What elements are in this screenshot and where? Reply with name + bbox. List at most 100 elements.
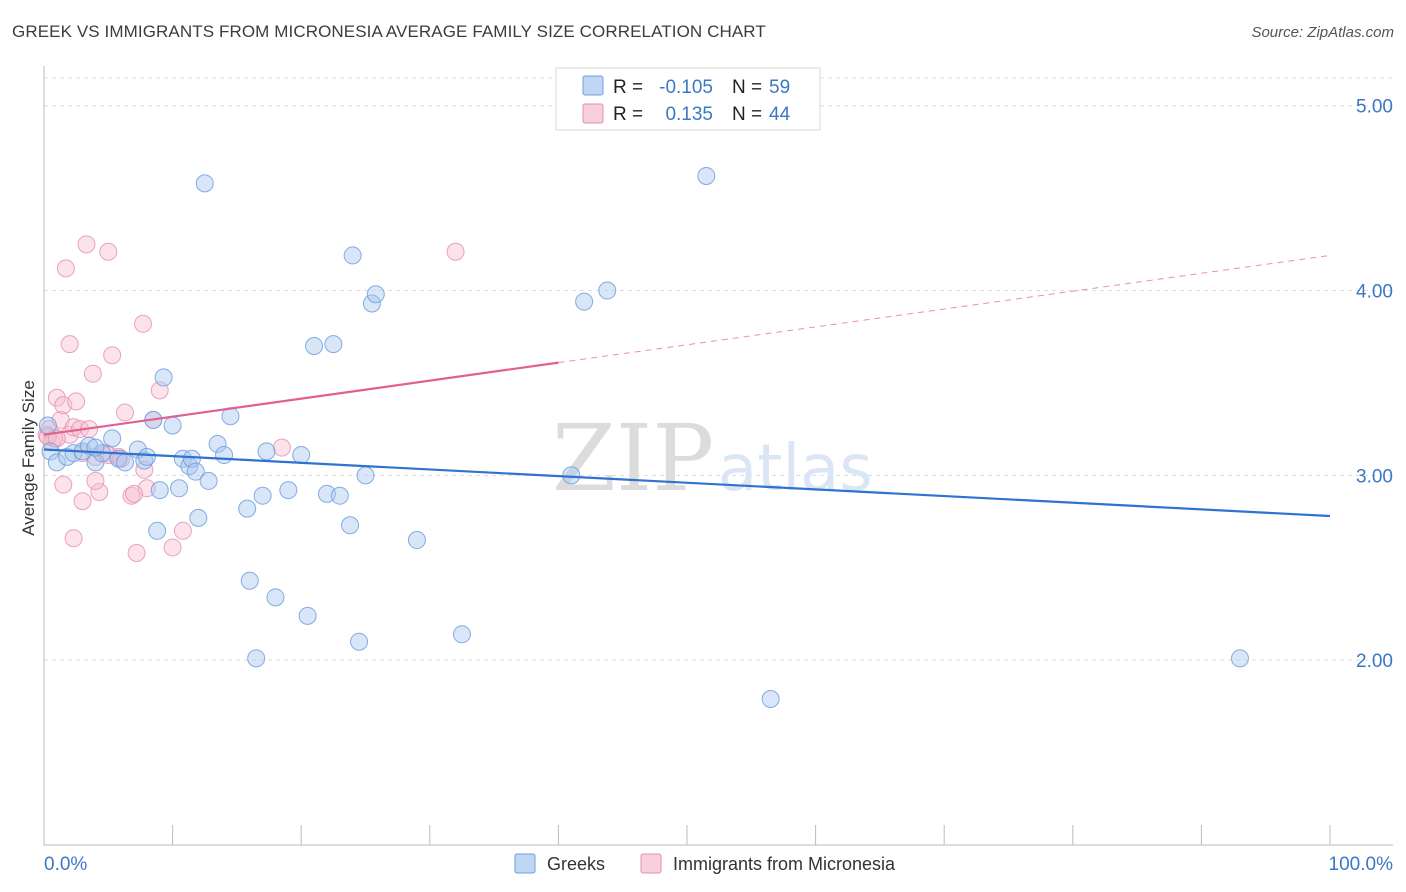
x-tick-label: 100.0% bbox=[1329, 854, 1394, 875]
legend-r-greek: -0.105 bbox=[659, 77, 713, 98]
micronesia-point bbox=[56, 259, 75, 278]
bottom-legend-greek-label: Greeks bbox=[547, 854, 605, 874]
greek-point bbox=[238, 499, 257, 518]
x-tick-labels: 0.0% 100.0% bbox=[44, 854, 1393, 875]
greek-point bbox=[116, 453, 135, 472]
greek-point bbox=[240, 571, 259, 590]
y-tick-label: 5.00 bbox=[1356, 97, 1393, 118]
greek-point bbox=[407, 531, 426, 550]
micronesia-point bbox=[272, 438, 291, 457]
greek-point bbox=[356, 466, 375, 485]
micronesia-point bbox=[125, 484, 144, 503]
greek-point bbox=[154, 368, 173, 387]
greek-trendline bbox=[43, 448, 1331, 518]
micronesia-point bbox=[60, 335, 79, 354]
micronesia-point bbox=[163, 538, 182, 557]
chart-title: GREEK VS IMMIGRANTS FROM MICRONESIA AVER… bbox=[12, 22, 766, 41]
micronesia-point bbox=[116, 403, 135, 422]
x-tick-label: 0.0% bbox=[44, 854, 87, 875]
legend-r-micro: 0.135 bbox=[665, 104, 713, 125]
greek-point bbox=[64, 444, 83, 463]
legend-n-label-greek: N = bbox=[732, 77, 762, 98]
greek-point bbox=[170, 479, 189, 498]
bottom-legend-micro-label: Immigrants from Micronesia bbox=[673, 854, 896, 874]
greek-point bbox=[330, 486, 349, 505]
y-tick-label: 3.00 bbox=[1356, 466, 1393, 487]
greek-point bbox=[173, 449, 192, 468]
micronesia-point bbox=[127, 543, 146, 562]
greek-point bbox=[47, 453, 66, 472]
greek-point bbox=[1230, 649, 1249, 668]
bottom-legend-micro-swatch bbox=[640, 853, 662, 874]
greek-point bbox=[266, 588, 285, 607]
micronesia-point bbox=[134, 314, 153, 333]
bottom-legend-greek-swatch bbox=[514, 853, 536, 874]
greek-point bbox=[253, 486, 272, 505]
greek-point bbox=[343, 246, 362, 265]
legend-n-micro: 44 bbox=[769, 104, 791, 125]
y-tick-label: 4.00 bbox=[1356, 282, 1393, 303]
legend-micro-swatch bbox=[582, 103, 604, 124]
legend-n-greek: 59 bbox=[769, 77, 790, 98]
micronesia-point bbox=[54, 475, 73, 494]
greek-point bbox=[103, 429, 122, 448]
micronesia-trendline-extension bbox=[558, 254, 1331, 364]
greek-point bbox=[199, 471, 218, 490]
micronesia-point bbox=[86, 471, 105, 490]
greek-point bbox=[189, 508, 208, 527]
axes bbox=[43, 66, 1393, 846]
greek-point bbox=[341, 516, 360, 535]
greek-point bbox=[697, 166, 716, 185]
watermark: ZIP atlas bbox=[552, 405, 873, 512]
greek-point bbox=[247, 649, 266, 668]
micronesia-point bbox=[173, 521, 192, 540]
greek-point bbox=[257, 442, 276, 461]
micronesia-point bbox=[83, 364, 102, 383]
legend-r-label-greek: R = bbox=[613, 77, 643, 98]
chart-source: Source: ZipAtlas.com bbox=[1251, 24, 1394, 41]
greek-point bbox=[598, 281, 617, 300]
micronesia-point bbox=[446, 242, 465, 261]
watermark-zip: ZIP bbox=[552, 405, 714, 512]
greek-point bbox=[362, 294, 381, 313]
greek-point bbox=[215, 446, 234, 465]
greek-point bbox=[86, 438, 105, 457]
watermark-atlas: atlas bbox=[718, 432, 873, 506]
greek-point bbox=[366, 285, 385, 304]
micronesia-points bbox=[37, 235, 465, 562]
greek-point bbox=[298, 606, 317, 625]
micronesia-trendline bbox=[43, 361, 559, 436]
greek-point bbox=[86, 453, 105, 472]
trendlines bbox=[43, 254, 1331, 518]
greek-point bbox=[350, 632, 369, 651]
legend-r-label-micro: R = bbox=[613, 104, 643, 125]
micronesia-point bbox=[90, 482, 109, 501]
greek-point bbox=[279, 481, 298, 500]
greek-point bbox=[761, 689, 780, 708]
y-tick-labels: 2.00 3.00 4.00 5.00 bbox=[1356, 97, 1393, 672]
greek-point bbox=[208, 434, 227, 453]
greek-point bbox=[195, 174, 214, 193]
micronesia-point bbox=[103, 346, 122, 365]
greek-point bbox=[137, 447, 156, 466]
series-legend: Greeks Immigrants from Micronesia bbox=[514, 853, 896, 874]
legend-greek-swatch bbox=[582, 75, 604, 96]
greek-point bbox=[186, 462, 205, 481]
greek-point bbox=[292, 446, 311, 465]
y-tick-label: 2.00 bbox=[1356, 651, 1393, 672]
greek-point bbox=[150, 481, 169, 500]
micronesia-point bbox=[47, 388, 66, 407]
micronesia-point bbox=[73, 492, 92, 511]
legend-n-label-micro: N = bbox=[732, 104, 762, 125]
micronesia-point bbox=[64, 529, 83, 548]
micronesia-point bbox=[122, 486, 141, 505]
y-axis-title: Average Family Size bbox=[19, 380, 38, 536]
micronesia-point bbox=[67, 392, 86, 411]
greek-point bbox=[305, 336, 324, 355]
greek-point bbox=[452, 625, 471, 644]
micronesia-point bbox=[77, 235, 96, 254]
greek-point bbox=[324, 335, 343, 354]
correlation-legend: R = -0.105 N = 59 R = 0.135 N = 44 bbox=[555, 67, 821, 131]
micronesia-point bbox=[99, 242, 118, 261]
